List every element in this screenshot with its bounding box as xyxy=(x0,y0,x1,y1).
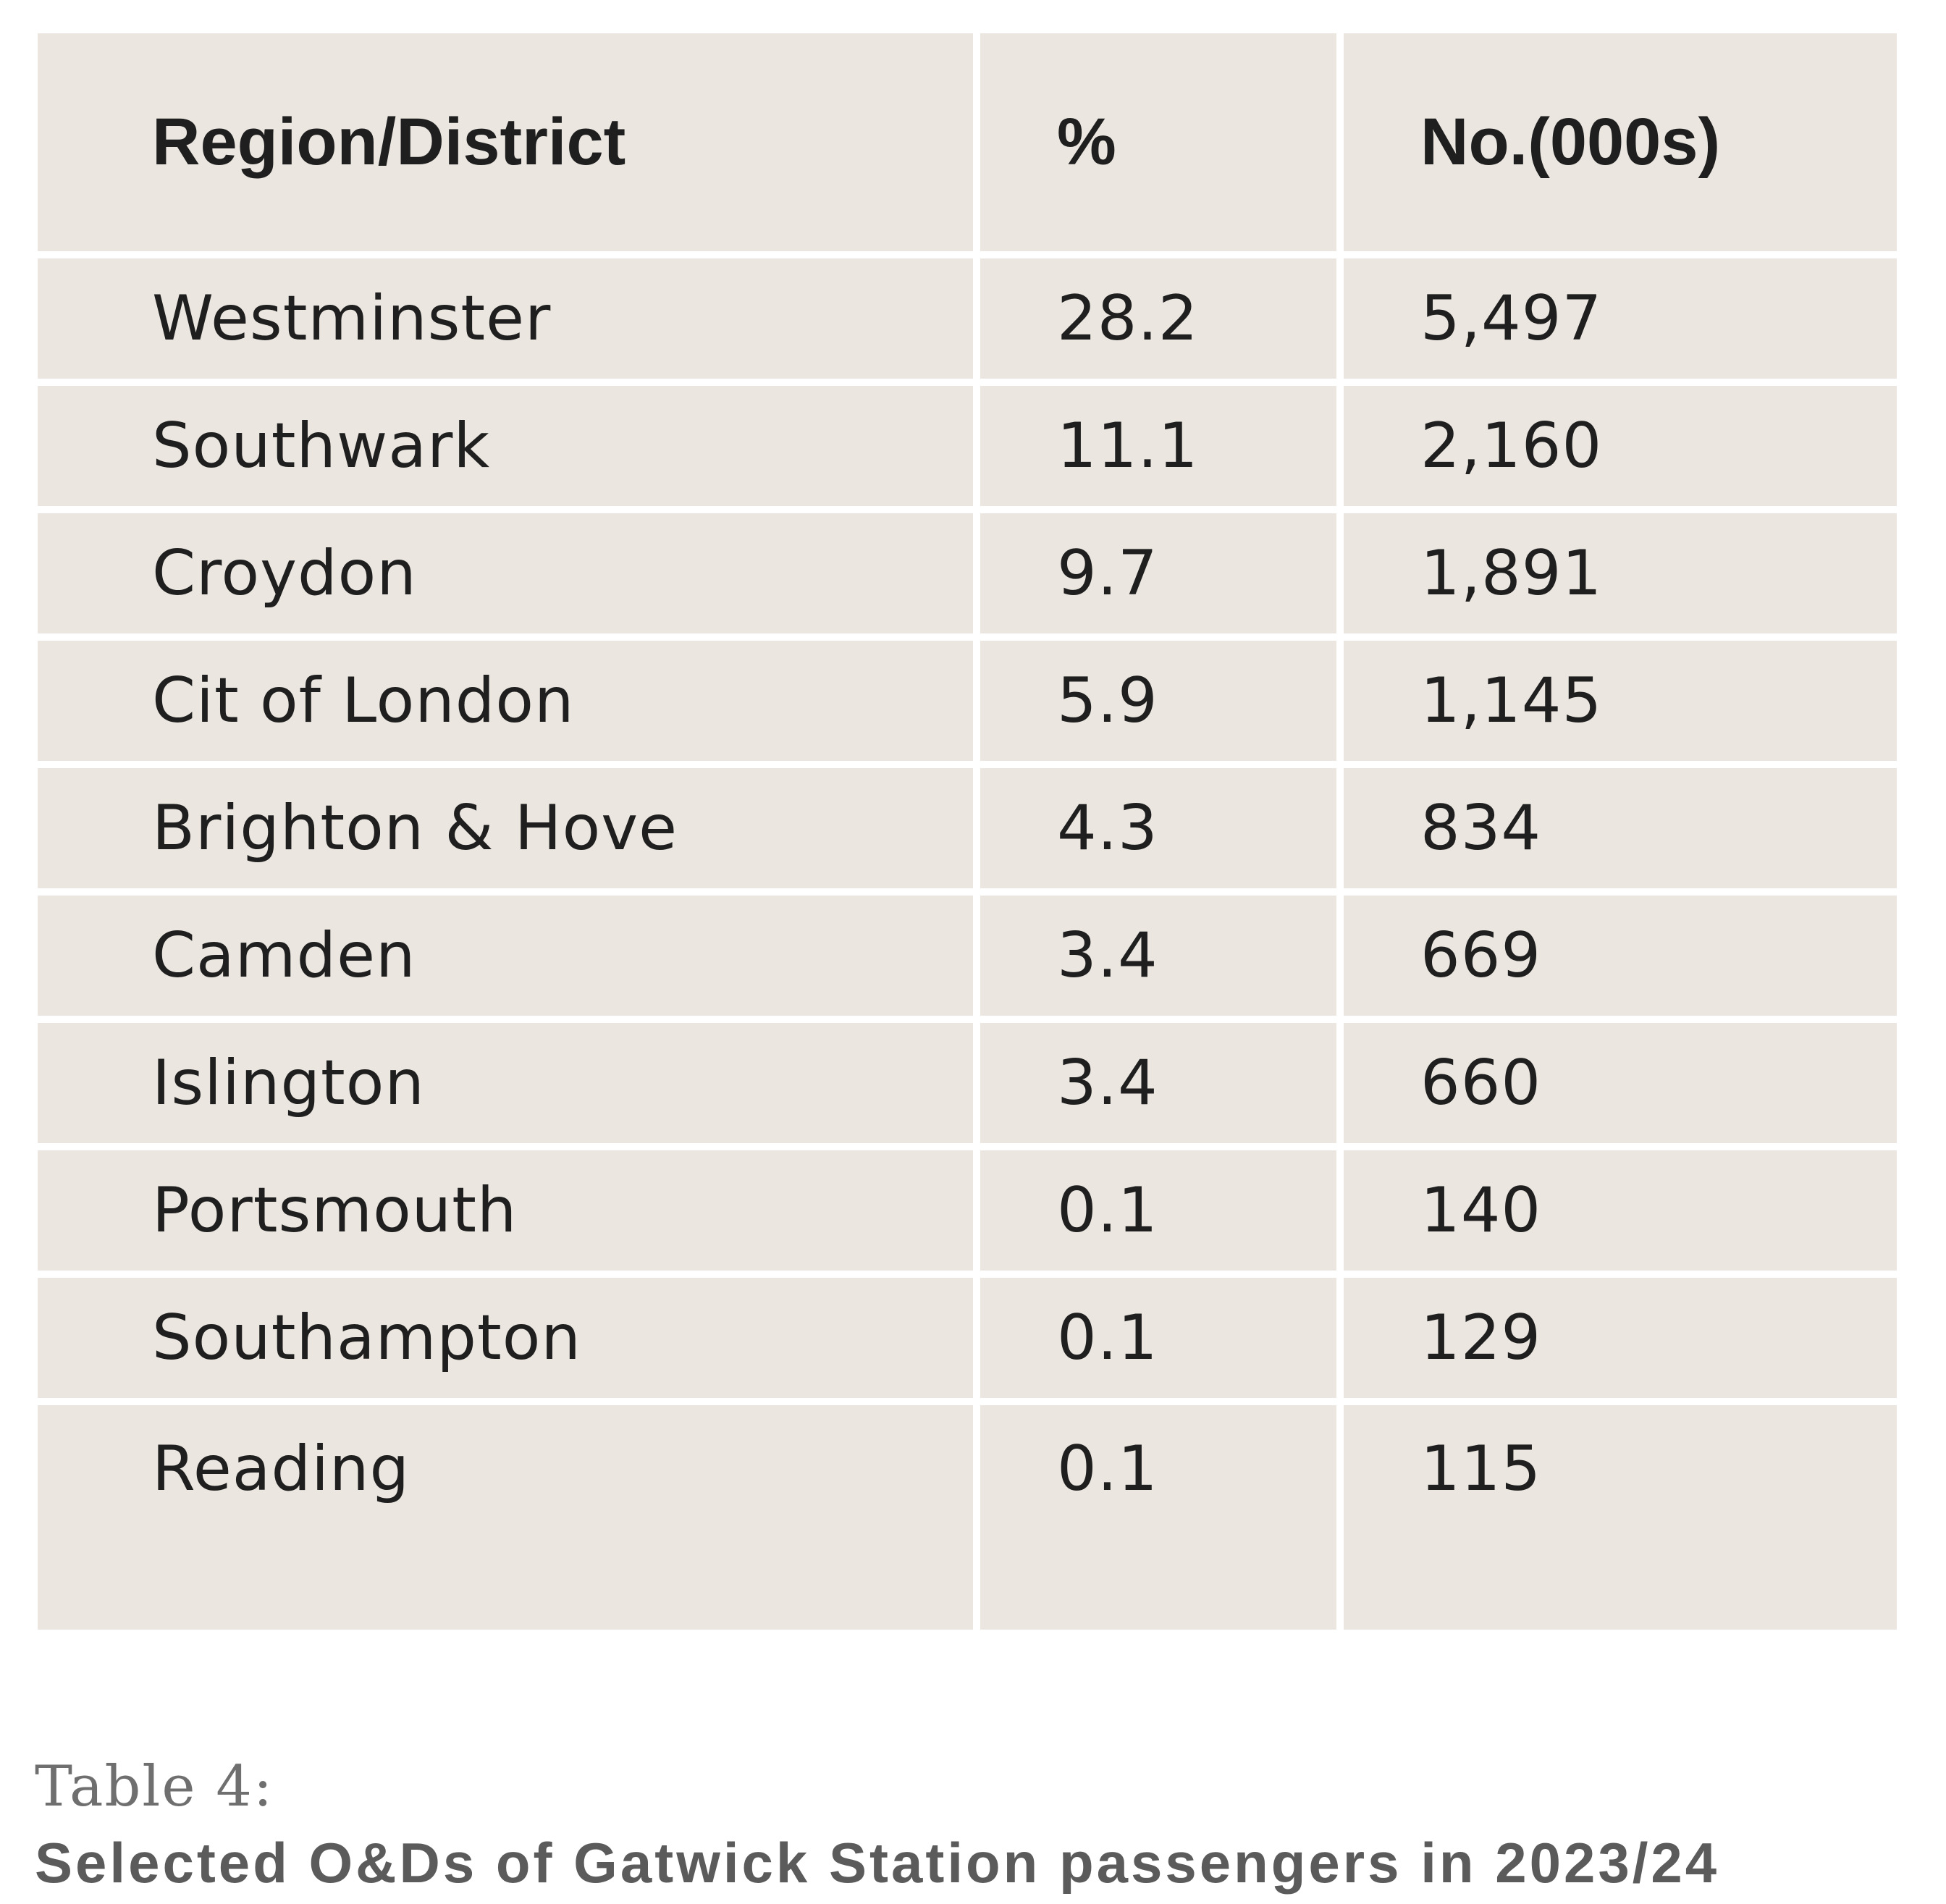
number-cell: 834 xyxy=(1344,768,1897,896)
table-row: Cit of London 5.9 1,145 xyxy=(38,641,1897,768)
column-header-region: Region/District xyxy=(38,33,980,258)
percent-cell: 0.1 xyxy=(980,1278,1344,1405)
table-row: Southampton 0.1 129 xyxy=(38,1278,1897,1405)
table-row: Southwark 11.1 2,160 xyxy=(38,386,1897,513)
table-row: Westminster 28.2 5,497 xyxy=(38,258,1897,386)
data-table: Region/District % No.(000s) Westminster … xyxy=(38,33,1897,1630)
number-cell: 669 xyxy=(1344,896,1897,1023)
number-cell: 660 xyxy=(1344,1023,1897,1150)
percent-cell: 0.1 xyxy=(980,1150,1344,1278)
region-cell: Croydon xyxy=(38,513,980,641)
caption-title: Selected O&Ds of Gatwick Station passeng… xyxy=(35,1831,1720,1895)
table-row: Portsmouth 0.1 140 xyxy=(38,1150,1897,1278)
number-cell: 140 xyxy=(1344,1150,1897,1278)
table-container: Region/District % No.(000s) Westminster … xyxy=(38,33,1897,1630)
percent-cell: 9.7 xyxy=(980,513,1344,641)
number-cell: 129 xyxy=(1344,1278,1897,1405)
table-row: Camden 3.4 669 xyxy=(38,896,1897,1023)
region-cell: Southampton xyxy=(38,1278,980,1405)
region-cell: Cit of London xyxy=(38,641,980,768)
number-cell: 5,497 xyxy=(1344,258,1897,386)
percent-cell: 3.4 xyxy=(980,1023,1344,1150)
region-cell: Camden xyxy=(38,896,980,1023)
percent-cell: 28.2 xyxy=(980,258,1344,386)
percent-cell: 11.1 xyxy=(980,386,1344,513)
table-row: Islington 3.4 660 xyxy=(38,1023,1897,1150)
table-caption: Table 4: Selected O&Ds of Gatwick Statio… xyxy=(35,1751,1917,1903)
region-cell: Islington xyxy=(38,1023,980,1150)
region-cell: Reading xyxy=(38,1405,980,1630)
table-header-row: Region/District % No.(000s) xyxy=(38,33,1897,258)
table-row: Brighton & Hove 4.3 834 xyxy=(38,768,1897,896)
column-header-number: No.(000s) xyxy=(1344,33,1897,258)
region-cell: Westminster xyxy=(38,258,980,386)
percent-cell: 4.3 xyxy=(980,768,1344,896)
number-cell: 1,145 xyxy=(1344,641,1897,768)
table-row: Croydon 9.7 1,891 xyxy=(38,513,1897,641)
number-cell: 2,160 xyxy=(1344,386,1897,513)
percent-cell: 5.9 xyxy=(980,641,1344,768)
table-row: Reading 0.1 115 xyxy=(38,1405,1897,1630)
percent-cell: 0.1 xyxy=(980,1405,1344,1630)
percent-cell: 3.4 xyxy=(980,896,1344,1023)
region-cell: Southwark xyxy=(38,386,980,513)
region-cell: Portsmouth xyxy=(38,1150,980,1278)
column-header-percent: % xyxy=(980,33,1344,258)
number-cell: 115 xyxy=(1344,1405,1897,1630)
caption-label: Table 4: xyxy=(35,1754,274,1819)
region-cell: Brighton & Hove xyxy=(38,768,980,896)
number-cell: 1,891 xyxy=(1344,513,1897,641)
